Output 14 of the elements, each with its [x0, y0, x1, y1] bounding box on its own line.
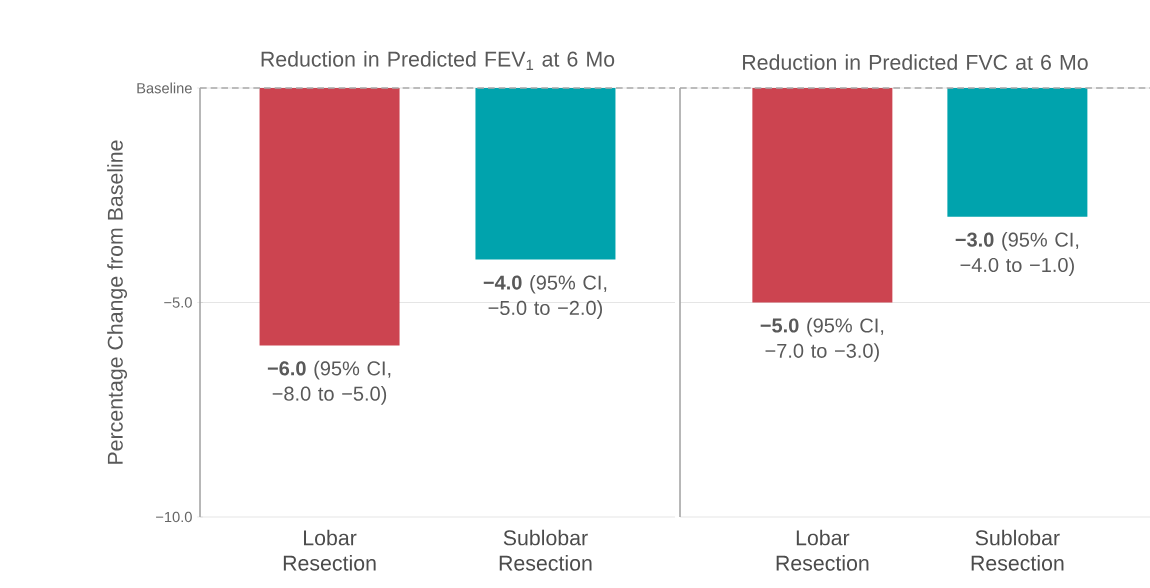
chart-title: Reduction in Predicted FEV$_{1}$ at 6 Mo	[261, 51, 615, 70]
x-tick-label: Sublobar Resection	[499, 529, 592, 571]
x-tick-label: Lobar Resection	[776, 529, 869, 571]
y-tick-label: −5.0	[164, 297, 192, 308]
x-tick-label: Sublobar Resection	[971, 529, 1064, 571]
data-label: −3.0 (95% CI, −4.0 to −1.0)	[955, 232, 1079, 277]
data-label: −5.0 (95% CI, −7.0 to −3.0)	[760, 317, 884, 362]
x-tick-label: Lobar Resection	[283, 529, 376, 571]
chart-title: Reduction in Predicted FVC at 6 Mo	[743, 54, 1088, 70]
data-label: −6.0 (95% CI, −8.0 to −5.0)	[267, 360, 391, 405]
y-tick-label: −10.0	[156, 511, 192, 523]
y-axis-title: Percentage Change from Baseline	[107, 140, 128, 464]
data-label: −4.0 (95% CI, −5.0 to −2.0)	[483, 274, 607, 319]
y-tick-label: Baseline	[137, 82, 192, 94]
